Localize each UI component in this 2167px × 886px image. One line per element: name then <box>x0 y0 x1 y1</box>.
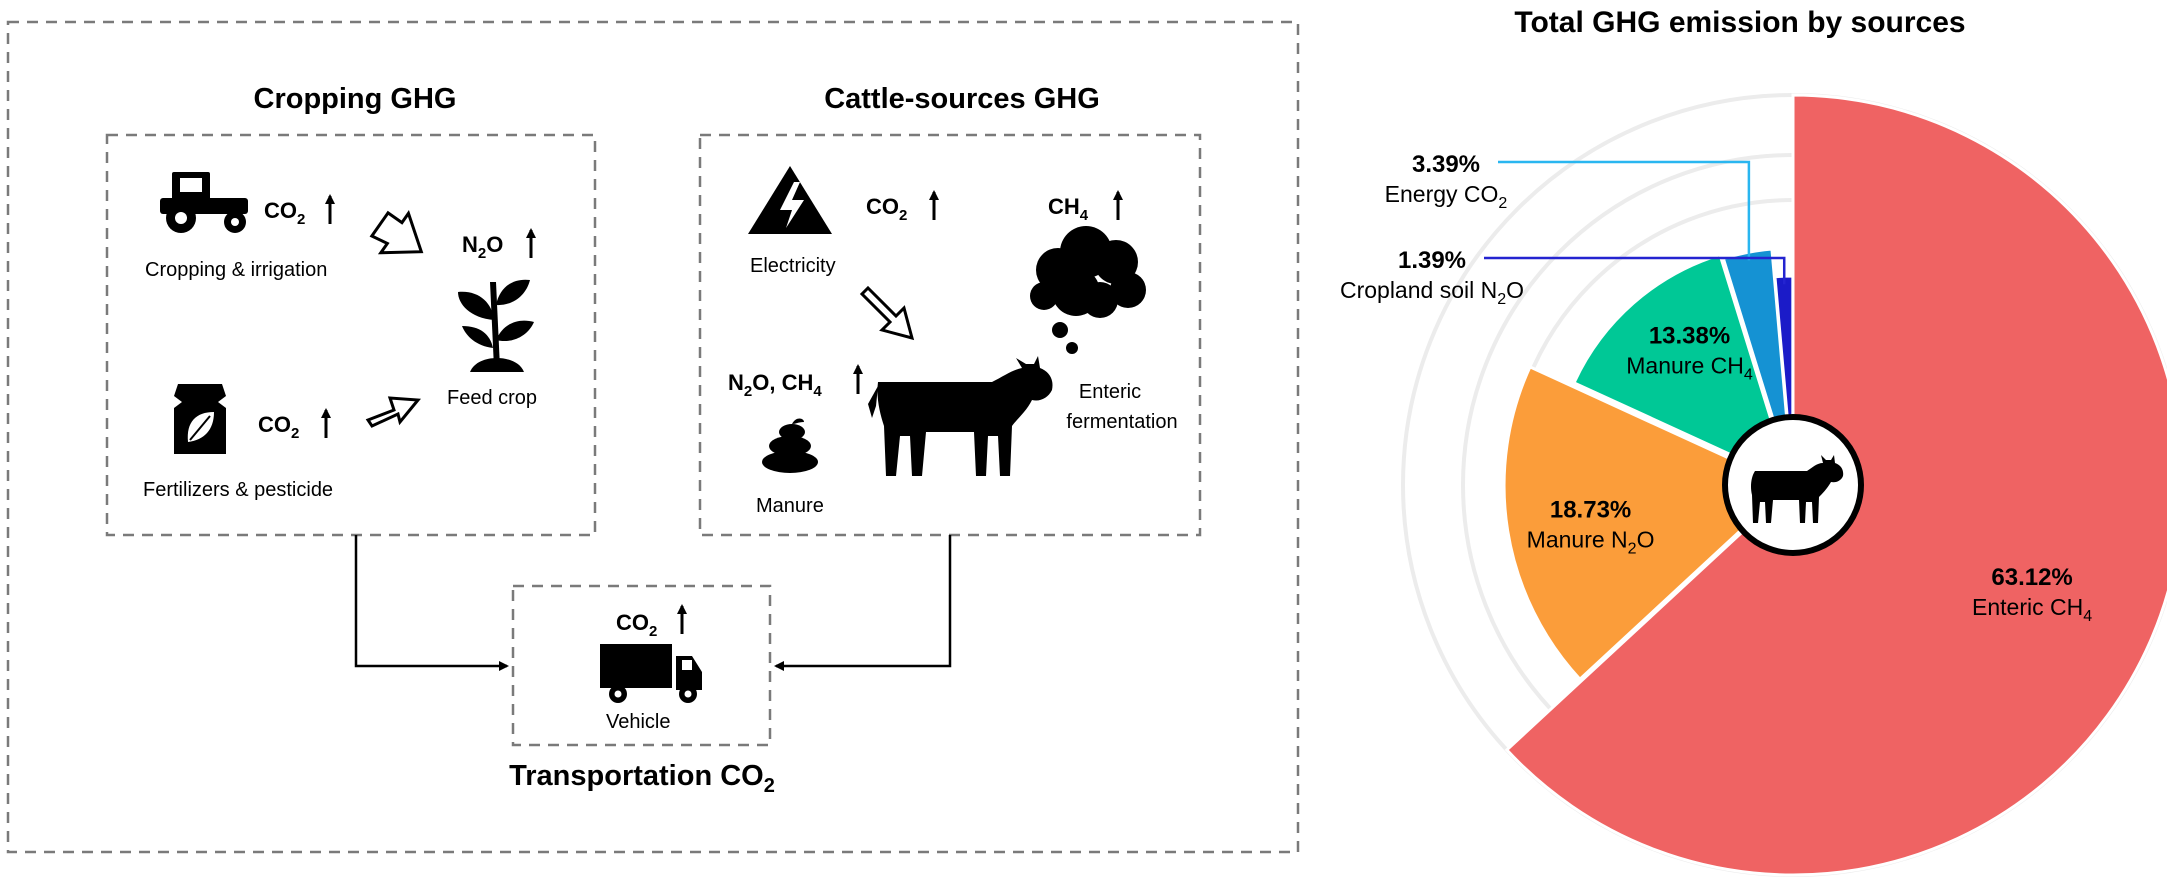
callout-value-label: 3.39% <box>1412 151 1480 178</box>
cloud-gas-label: CH4 <box>1048 194 1089 224</box>
plant-icon <box>458 279 534 372</box>
manure-gas-label: N2O, CH4 <box>728 370 822 400</box>
manure-caption: Manure <box>756 495 824 517</box>
chart-title: Total GHG emission by sources <box>1514 6 1965 39</box>
slice-name-label: Enteric CH4 <box>1972 594 2092 625</box>
cow-icon <box>868 356 1053 476</box>
pie-slice-manure-no <box>1502 364 1792 682</box>
cattle-title: Cattle-sources GHG <box>824 83 1100 115</box>
callout-name-label: Energy CO2 <box>1385 181 1508 212</box>
manure-icon <box>762 418 818 473</box>
outer-dashed-frame <box>6 20 1300 854</box>
slice-value-label: 13.38% <box>1649 323 1730 350</box>
callout-name-label: Cropland soil N2O <box>1340 277 1524 308</box>
slice-value-label: 18.73% <box>1550 496 1631 523</box>
tractor-icon <box>160 172 248 233</box>
electricity-caption: Electricity <box>750 255 836 277</box>
transport-title: Transportation CO2 <box>509 760 775 797</box>
tractor-caption: Cropping & irrigation <box>145 259 327 281</box>
slice-name-label: Manure CH4 <box>1626 353 1753 384</box>
leader-line <box>1484 256 1786 285</box>
pie-slice-manure-ch4 <box>1572 252 1793 485</box>
hollow-arrow-icon <box>859 285 915 341</box>
left-diagram: Cropping GHG CO2 Cropping & irrigation N… <box>6 20 1300 854</box>
plant-gas-label: N2O <box>462 232 503 262</box>
truck-icon <box>600 644 702 703</box>
transport-gas-label: CO2 <box>616 610 657 640</box>
enteric-caption-line1: Enteric <box>1079 381 1141 403</box>
cropping-title: Cropping GHG <box>254 83 457 115</box>
plant-caption: Feed crop <box>447 387 537 409</box>
electricity-warning-icon <box>748 166 832 234</box>
connector-cattle-to-transport <box>774 535 952 671</box>
fertilizer-caption: Fertilizers & pesticide <box>143 479 333 501</box>
fertilizer-bag-icon <box>174 384 226 454</box>
pie-chart: Total GHG emission by sources 63.12% Ente… <box>1340 6 2167 877</box>
callout-value-label: 1.39% <box>1398 247 1466 274</box>
hollow-arrow-icon <box>369 210 424 255</box>
electricity-gas-label: CO2 <box>866 194 907 224</box>
cloud-icon <box>1030 226 1146 354</box>
cropping-box <box>105 133 597 537</box>
tractor-gas-label: CO2 <box>264 198 305 228</box>
slice-name-label: Manure N2O <box>1527 526 1655 557</box>
connector-cropping-to-transport <box>354 535 509 671</box>
hollow-arrow-icon <box>365 396 421 428</box>
enteric-caption-line2: fermentation <box>1066 411 1177 433</box>
vehicle-caption: Vehicle <box>606 711 671 733</box>
cow-icon <box>1751 455 1844 523</box>
slice-value-label: 63.12% <box>1991 564 2072 591</box>
leader-line <box>1498 160 1751 261</box>
fertilizer-gas-label: CO2 <box>258 412 299 442</box>
